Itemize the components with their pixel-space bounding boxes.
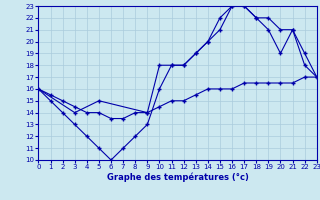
X-axis label: Graphe des températures (°c): Graphe des températures (°c)	[107, 173, 249, 182]
